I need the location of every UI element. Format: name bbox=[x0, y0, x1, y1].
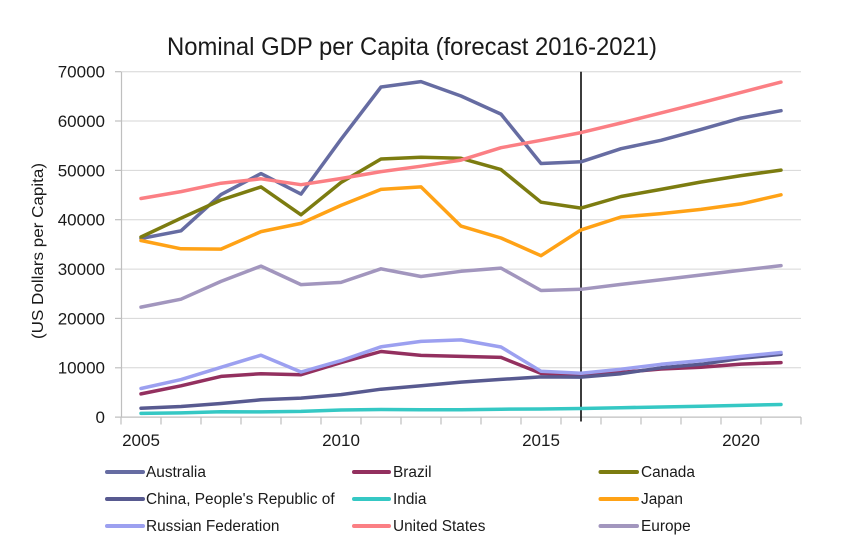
svg-text:30000: 30000 bbox=[58, 260, 105, 279]
svg-text:2015: 2015 bbox=[522, 431, 560, 450]
svg-text:20000: 20000 bbox=[58, 309, 105, 328]
svg-text:Europe: Europe bbox=[641, 518, 691, 535]
svg-text:Nominal GDP per Capita (foreca: Nominal GDP per Capita (forecast 2016-20… bbox=[167, 33, 657, 61]
svg-text:60000: 60000 bbox=[58, 112, 105, 131]
svg-text:Russian Federation: Russian Federation bbox=[146, 518, 279, 535]
svg-text:10000: 10000 bbox=[58, 359, 105, 378]
svg-text:2020: 2020 bbox=[722, 431, 760, 450]
svg-text:Australia: Australia bbox=[146, 464, 206, 481]
svg-text:India: India bbox=[393, 491, 427, 508]
svg-text:2005: 2005 bbox=[122, 431, 160, 450]
svg-text:2010: 2010 bbox=[322, 431, 360, 450]
svg-text:Canada: Canada bbox=[641, 464, 695, 481]
svg-text:Brazil: Brazil bbox=[393, 464, 431, 481]
svg-text:(US Dollars per Capita): (US Dollars per Capita) bbox=[30, 163, 47, 339]
svg-text:China, People's Republic of: China, People's Republic of bbox=[146, 491, 335, 508]
svg-text:United States: United States bbox=[393, 518, 486, 535]
svg-text:0: 0 bbox=[96, 408, 105, 427]
svg-text:Japan: Japan bbox=[641, 491, 683, 508]
svg-text:50000: 50000 bbox=[58, 161, 105, 180]
svg-text:70000: 70000 bbox=[58, 63, 105, 82]
svg-text:40000: 40000 bbox=[58, 211, 105, 230]
